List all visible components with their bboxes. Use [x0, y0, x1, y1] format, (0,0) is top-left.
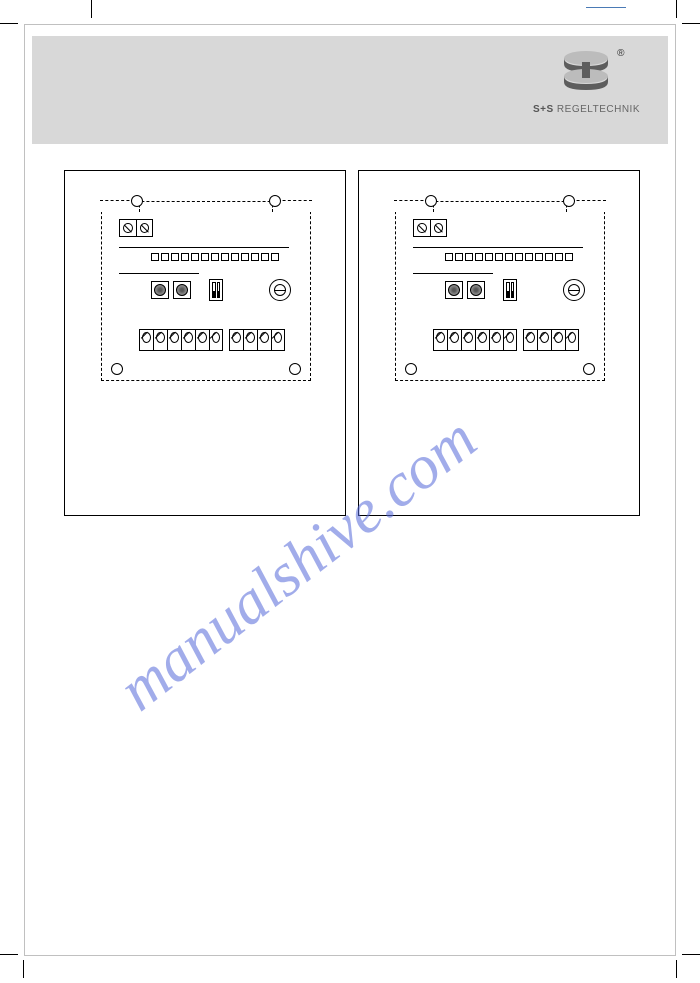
diagram-left [64, 170, 346, 516]
top-terminal [413, 219, 447, 237]
top-terminal [119, 219, 153, 237]
terminal-block-right [523, 329, 579, 351]
dip-switch-icon [503, 279, 517, 301]
header-link-underline [586, 0, 626, 8]
brand-prefix: S+S [533, 104, 554, 115]
knob-icon [445, 281, 463, 299]
brand-text: S+S REGELTECHNIK [533, 104, 640, 115]
round-control-icon [563, 279, 585, 301]
knob-icon [467, 281, 485, 299]
brand-logo-block: ® S+S REGELTECHNIK [533, 50, 640, 115]
header-band: ® S+S REGELTECHNIK [32, 36, 668, 144]
knob-icon [173, 281, 191, 299]
dip-switch-icon [209, 279, 223, 301]
pcb-right [395, 201, 605, 381]
controls-row [445, 279, 517, 301]
controls-row [151, 279, 223, 301]
config-squares [445, 253, 573, 261]
diagram-right [358, 170, 640, 516]
brand-suffix: REGELTECHNIK [554, 104, 640, 115]
diagram-row [64, 170, 640, 516]
knob-icon [151, 281, 169, 299]
terminal-block-left [139, 329, 223, 351]
terminal-block-left [433, 329, 517, 351]
round-control-icon [269, 279, 291, 301]
pcb-left [101, 201, 311, 381]
terminal-block-right [229, 329, 285, 351]
config-squares [151, 253, 279, 261]
registered-mark: ® [617, 48, 624, 59]
brand-logo-icon: ® [560, 50, 612, 94]
